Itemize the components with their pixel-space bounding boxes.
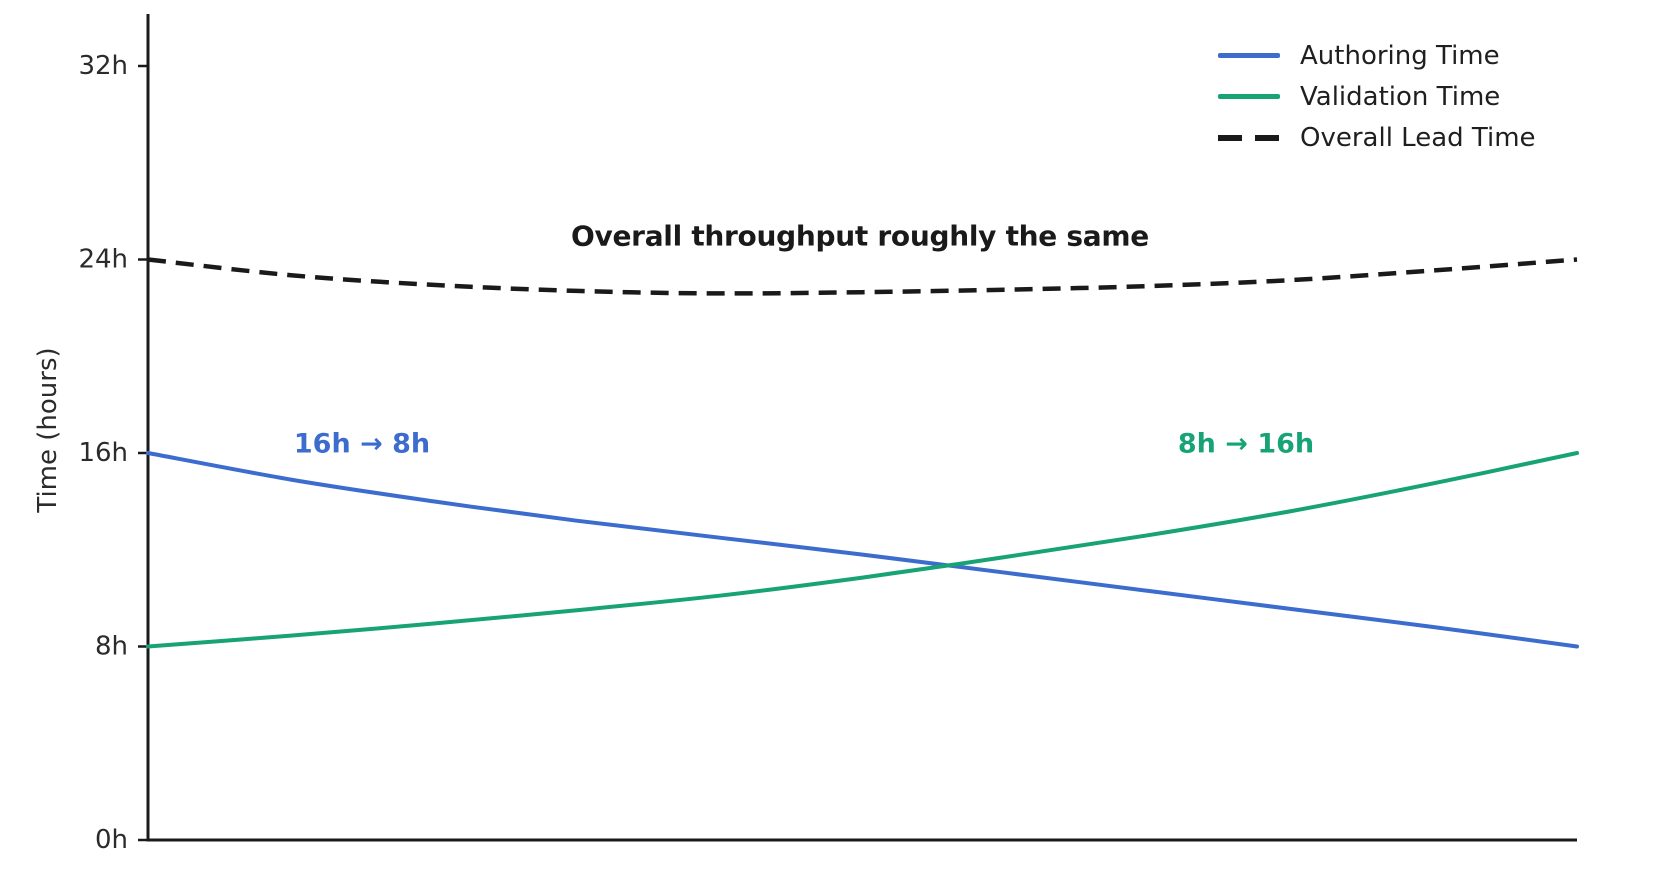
legend-swatch-authoring-line: [1218, 53, 1280, 58]
annotation-authoring-change: 16h → 8h: [293, 428, 431, 460]
annotation-validation-change: 8h → 16h: [1177, 428, 1315, 460]
y-tick-label: 16h: [78, 438, 128, 468]
y-tick-label: 24h: [78, 245, 128, 275]
legend-row-lead-time: Overall Lead Time: [1218, 117, 1536, 158]
legend-label-validation: Validation Time: [1300, 81, 1501, 112]
annotation-overall-throughput: Overall throughput roughly the same: [571, 219, 1149, 253]
series-line-validation-time: [146, 451, 1579, 649]
y-tick-label: 32h: [78, 51, 128, 81]
legend-row-authoring: Authoring Time: [1218, 35, 1536, 76]
legend-row-validation: Validation Time: [1218, 76, 1536, 117]
series-line-overall-lead-time: [147, 257, 1578, 296]
legend-label-lead-time: Overall Lead Time: [1300, 122, 1536, 153]
series-line-authoring-time: [146, 451, 1579, 649]
y-axis-title: Time (hours): [33, 347, 63, 513]
legend-swatch-lead-time-dashed-line: [1218, 134, 1280, 141]
legend-label-authoring: Authoring Time: [1300, 40, 1500, 71]
y-tick-label: 8h: [95, 632, 128, 662]
legend: Authoring Time Validation Time Overall L…: [1218, 35, 1536, 158]
y-tick-label: 0h: [95, 825, 128, 855]
legend-swatch-validation-line: [1218, 94, 1280, 99]
